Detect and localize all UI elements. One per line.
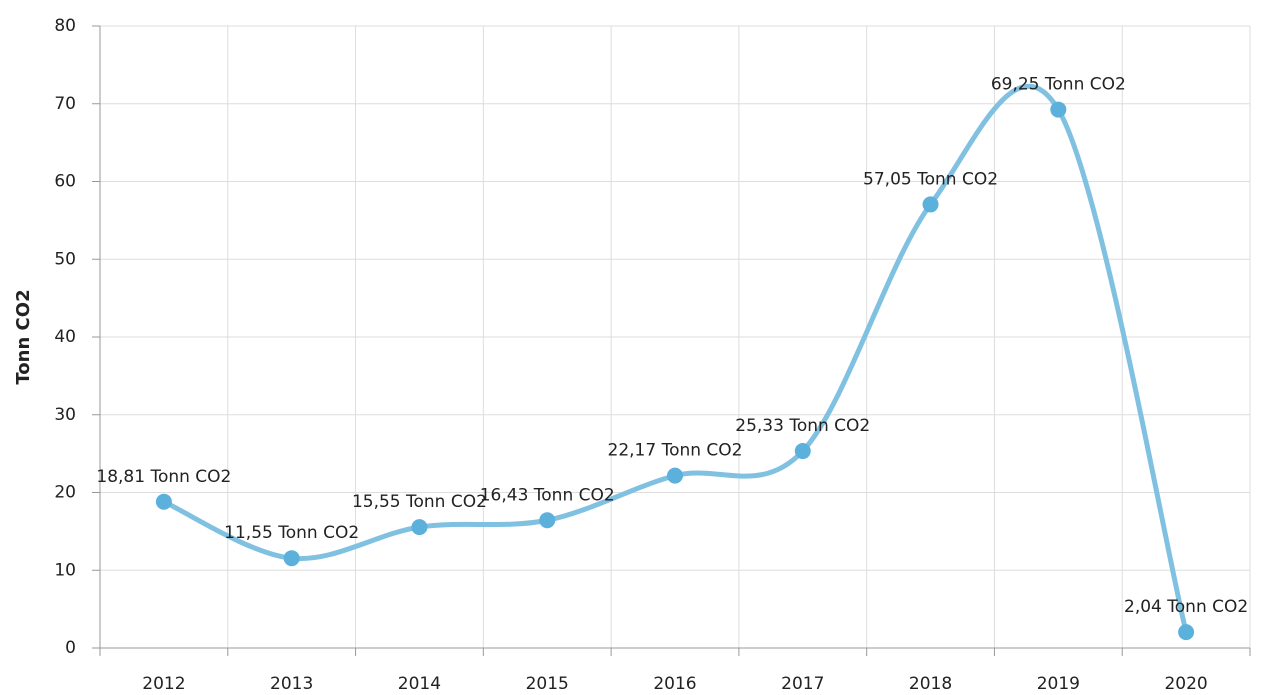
point [1178, 624, 1195, 641]
x-tick-label: 2016 [653, 674, 696, 694]
point [539, 512, 556, 529]
y-tick-label: 50 [54, 249, 76, 269]
x-tick-label: 2013 [270, 674, 313, 694]
x-tick-label: 2017 [781, 674, 824, 694]
y-tick-label: 80 [54, 16, 76, 36]
y-tick-label: 20 [54, 483, 76, 503]
y-tick-label: 30 [54, 405, 76, 425]
y-tick-label: 70 [54, 94, 76, 114]
data-label: 2,04 Tonn CO2 [1124, 597, 1248, 617]
point [794, 443, 811, 460]
x-tick-label: 2014 [398, 674, 441, 694]
data-label: 22,17 Tonn CO2 [608, 441, 743, 461]
x-tick-label: 2020 [1164, 674, 1207, 694]
data-label: 25,33 Tonn CO2 [735, 416, 870, 436]
data-label: 18,81 Tonn CO2 [96, 467, 231, 487]
point [667, 467, 683, 484]
data-label: 15,55 Tonn CO2 [352, 492, 487, 512]
point [411, 519, 428, 536]
x-tick-label: 2018 [909, 674, 952, 694]
y-tick-label: 10 [54, 560, 76, 580]
x-tick-label: 2015 [526, 674, 569, 694]
point [1050, 101, 1067, 118]
y-axis-title: Tonn CO2 [13, 289, 34, 384]
x-tick-label: 2019 [1037, 674, 1080, 694]
point [922, 196, 939, 213]
data-label: 11,55 Tonn CO2 [224, 523, 359, 543]
y-tick-label: 40 [54, 327, 76, 347]
y-tick-label: 0 [65, 638, 76, 658]
line [161, 83, 1189, 635]
data-label: 57,05 Tonn CO2 [863, 169, 998, 189]
point [155, 493, 172, 510]
data-label: 69,25 Tonn CO2 [991, 75, 1126, 95]
point [283, 550, 300, 567]
data-label: 16,43 Tonn CO2 [480, 485, 615, 505]
x-tick-label: 2012 [142, 674, 185, 694]
y-tick-label: 60 [54, 172, 76, 192]
